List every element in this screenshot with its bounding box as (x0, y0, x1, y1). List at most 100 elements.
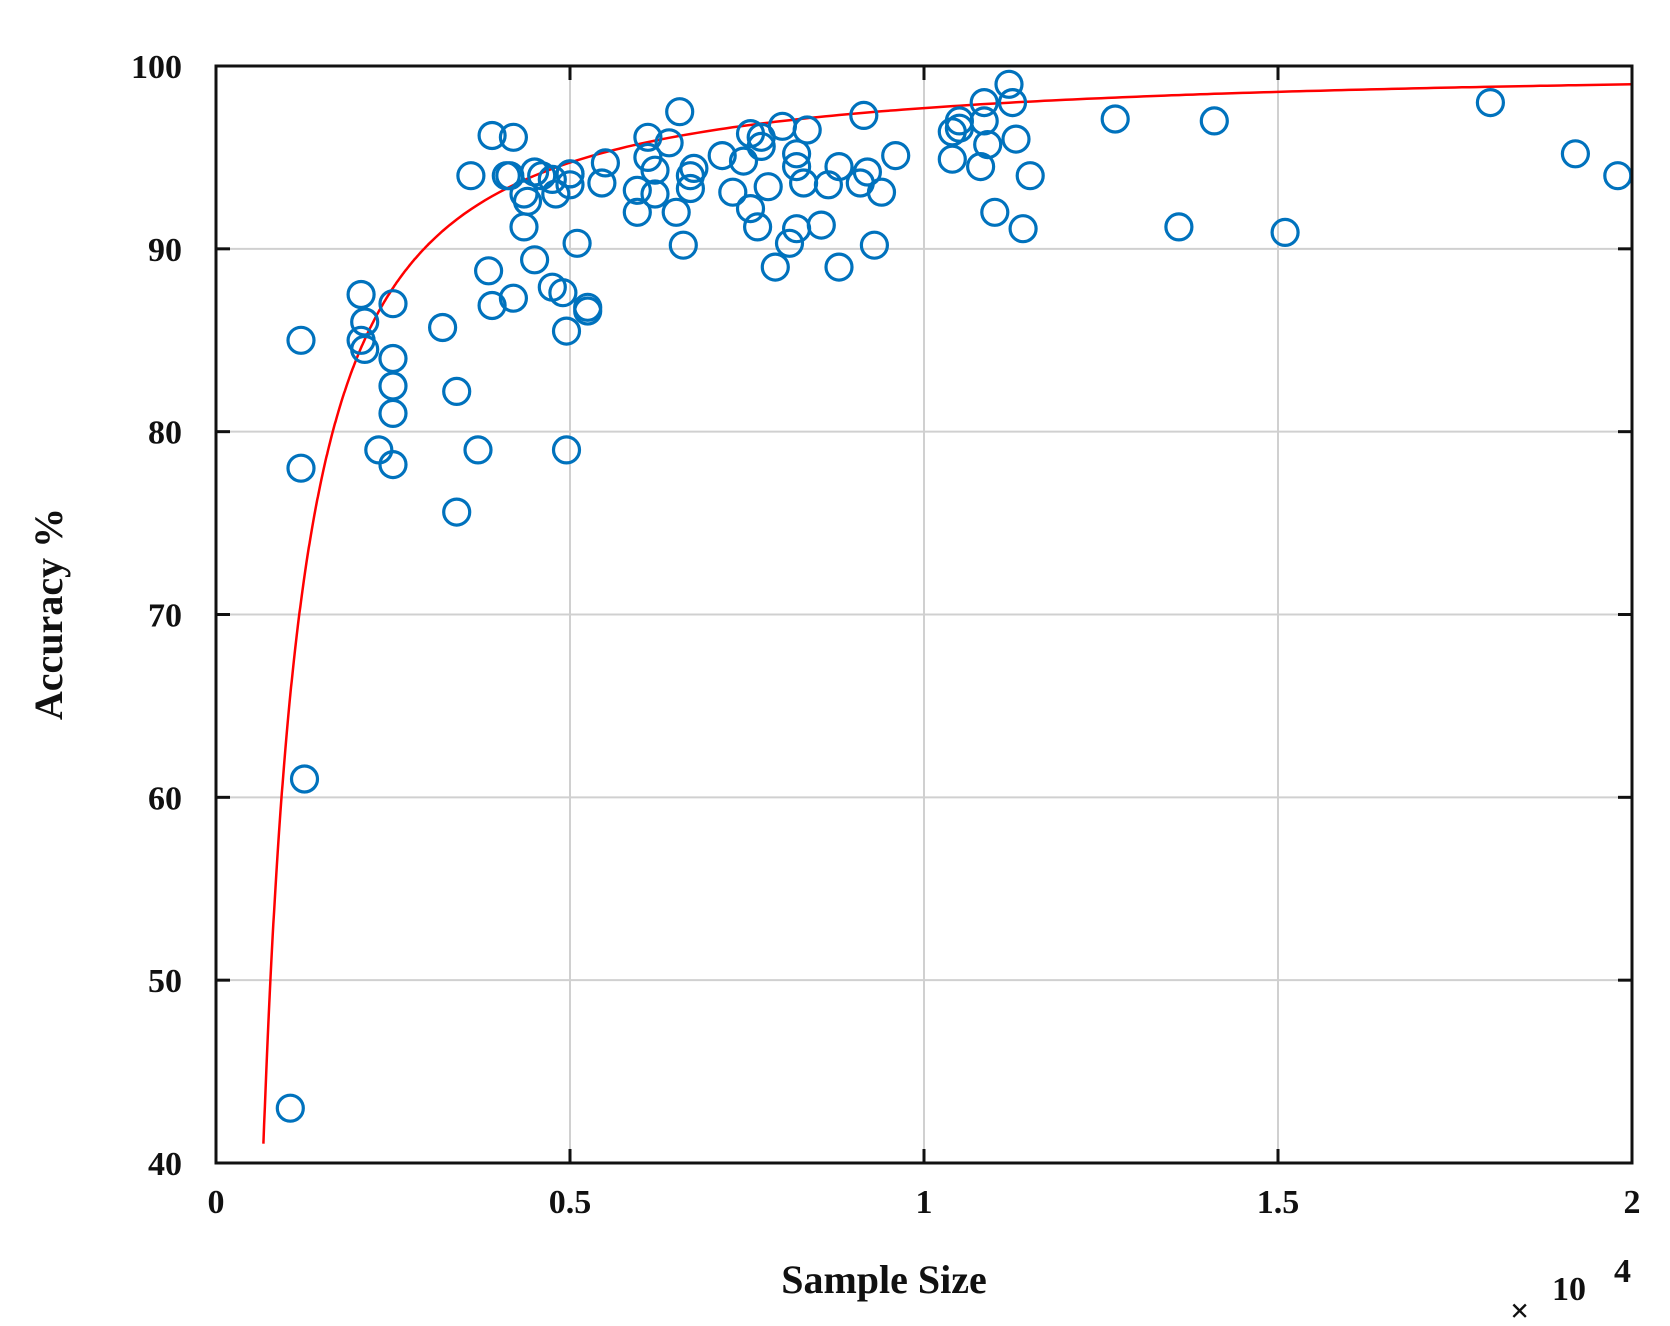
scatter-point (633, 122, 663, 152)
scatter-point (286, 453, 316, 483)
scatter-point (1100, 104, 1130, 134)
x-tick-label: 2 (1624, 1184, 1641, 1221)
y-tick-label: 60 (148, 780, 182, 817)
scatter-point (1475, 87, 1506, 118)
x-tick-labels: 0 0.5 1 1.5 2 (208, 1184, 1641, 1221)
scatter-point (661, 197, 691, 227)
scatter-point (551, 435, 582, 465)
scatter-point (378, 398, 408, 428)
scatter-point (640, 179, 670, 209)
x-axis-label: Sample Size (781, 1257, 987, 1302)
y-tick-label: 40 (148, 1146, 182, 1183)
y-tick-label: 90 (148, 232, 182, 269)
scatter-point (378, 289, 408, 319)
scatter-point (774, 228, 805, 258)
scatter-point (675, 173, 706, 204)
scatter-point (994, 69, 1024, 99)
scatter-point (537, 164, 567, 194)
scatter-point (760, 252, 790, 282)
scatter-point (350, 307, 380, 337)
y-tick-label: 50 (148, 963, 182, 1000)
x-tick-label: 1.5 (1257, 1184, 1300, 1221)
scatter-point (498, 283, 529, 313)
scatter-point (1164, 212, 1194, 242)
scatter-point (668, 230, 698, 260)
scatter-point (573, 296, 603, 326)
scatter-point (541, 179, 571, 209)
scatter-point (973, 130, 1003, 160)
scatter-point (675, 161, 706, 191)
scatter-point (1603, 161, 1633, 191)
scatter-point (665, 97, 695, 127)
scatter-point (286, 325, 316, 355)
x-multiplier-symbol: × (1510, 1293, 1529, 1326)
scatter-point (378, 343, 408, 374)
scatter-point (969, 87, 999, 118)
scatter-point (753, 172, 783, 202)
y-tick-label: 70 (148, 598, 182, 635)
scatter-point (806, 210, 836, 240)
scatter-point (792, 115, 822, 145)
scatter-point (1008, 214, 1038, 244)
scatter-point (707, 141, 737, 171)
scatter-point (562, 228, 592, 258)
scatter-point (548, 278, 578, 308)
x-multiplier-exponent: 4 (1614, 1253, 1631, 1290)
scatter-point (997, 87, 1028, 118)
x-tick-label: 0.5 (549, 1184, 592, 1221)
scatter-point (849, 100, 879, 131)
scatter-point (622, 197, 652, 227)
x-tick-label: 1 (916, 1184, 933, 1221)
x-multiplier-base: 10 (1552, 1271, 1586, 1308)
y-tick-labels: 40 50 60 70 80 90 100 (131, 49, 182, 1183)
scatter-point (364, 435, 394, 465)
y-axis-label: Accuracy % (26, 508, 71, 720)
scatter-point (781, 214, 812, 244)
scatter-point (378, 450, 408, 480)
scatter-point (866, 177, 897, 207)
scatter-point (474, 256, 504, 286)
scatter-point (456, 161, 486, 191)
x-multiplier: × 10 4 (1510, 1253, 1631, 1326)
scatter-point (442, 497, 472, 527)
scatter-point (1270, 217, 1300, 247)
scatter-point (463, 435, 493, 465)
scatter-point (551, 316, 582, 346)
scatter-point (477, 120, 507, 151)
scatter-point (1001, 124, 1031, 154)
scatter-point (742, 212, 773, 242)
scatter-point (824, 152, 854, 182)
scatter-point (590, 148, 621, 178)
fit-curve (262, 83, 1633, 1144)
x-tick-label: 0 (208, 1184, 225, 1221)
scatter-point (512, 186, 543, 216)
scatter-point (824, 252, 854, 282)
scatter-point (1199, 106, 1229, 136)
scatter-point (519, 245, 550, 275)
scatter-point (718, 177, 748, 207)
scatter-point (980, 197, 1010, 227)
scatter-point (735, 194, 766, 224)
scatter-point (852, 157, 883, 187)
scatter-point (346, 279, 376, 310)
scatter-point (289, 764, 320, 794)
scatter-point (781, 139, 812, 169)
scatter-point (788, 168, 819, 198)
scatter-point (587, 168, 617, 198)
scatter-point (509, 212, 539, 242)
scatter-point (555, 159, 585, 189)
grid-lines (216, 66, 1632, 1163)
scatter-point (640, 155, 670, 185)
scatter-point (622, 175, 652, 205)
scatter-point (378, 371, 408, 401)
scatter-point (781, 152, 812, 182)
scatter-point (728, 146, 759, 176)
scatter-point (428, 312, 458, 343)
scatter-point (746, 131, 776, 161)
axis-ticks (214, 64, 1634, 1165)
scatter-point (969, 106, 999, 136)
y-tick-label: 100 (131, 49, 182, 86)
scatter-point (1560, 139, 1591, 169)
scatter-point (654, 128, 684, 158)
